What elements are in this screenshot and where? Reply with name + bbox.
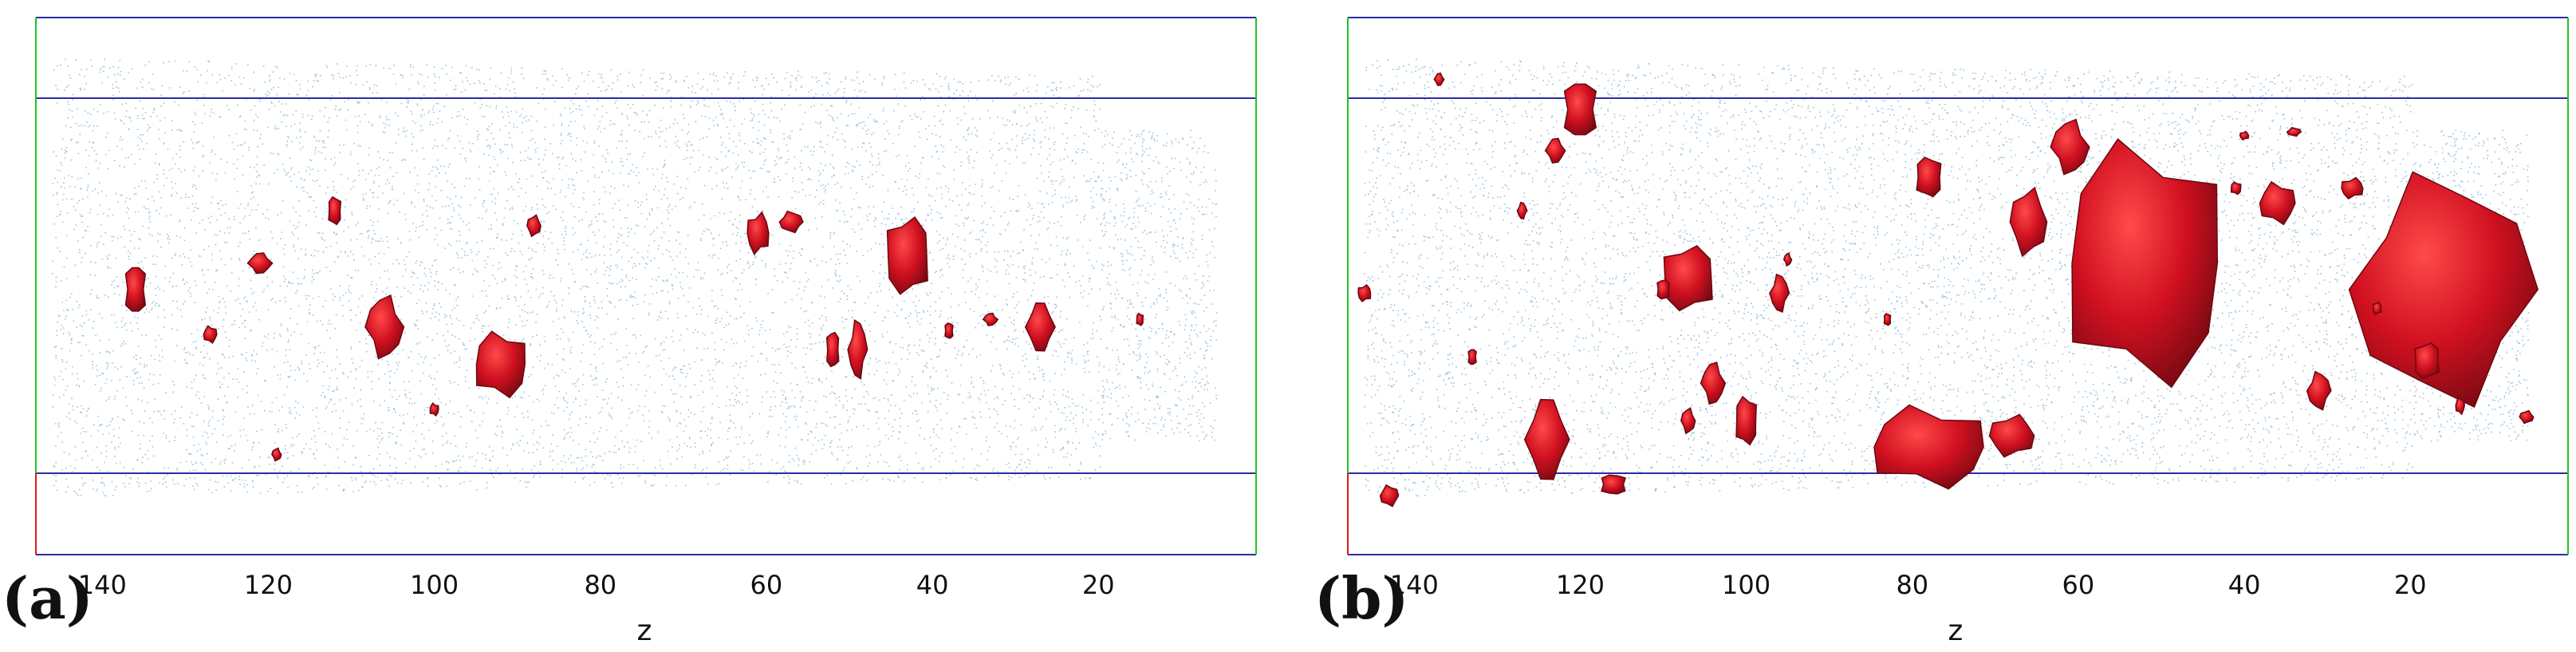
structure-blob	[1916, 156, 1942, 198]
x-axis-label-b: z	[1948, 614, 1964, 647]
structure-blob	[1663, 244, 1713, 312]
x-tick-label: 60	[2062, 570, 2095, 600]
structure-blob	[1656, 279, 1670, 300]
structure-blob	[2372, 301, 2382, 315]
structure-blob	[2455, 396, 2465, 416]
structure-blob	[2519, 409, 2535, 425]
structure-blob	[475, 330, 526, 399]
structure-blob	[328, 196, 342, 226]
x-tick-label: 140	[1390, 570, 1439, 600]
x-axis-b: 140 120 100 80 60 40 20	[1390, 570, 2427, 600]
structure-blob	[2050, 118, 2090, 176]
structure-blob	[1516, 201, 1528, 220]
panel-label-b: (b)	[1314, 564, 1408, 632]
structure-blob	[1735, 395, 1757, 446]
structure-blob	[2306, 370, 2332, 411]
structure-blob	[1769, 273, 1790, 314]
structure-blob	[1433, 73, 1445, 86]
x-tick-label: 40	[916, 570, 949, 600]
structure-blob	[1544, 137, 1566, 164]
structure-blob	[2239, 130, 2250, 141]
structure-blob	[2259, 180, 2296, 226]
coherent-structures-a	[124, 196, 1144, 462]
domain-box-a	[35, 17, 1257, 555]
structure-blob	[2341, 176, 2364, 200]
x-tick-label: 80	[584, 570, 616, 600]
x-axis-label-a: z	[637, 614, 652, 647]
structure-blob	[778, 210, 804, 234]
panel-a: 140 120 100 80 60 40 20 z (a)	[2, 17, 1257, 647]
x-tick-label: 20	[1082, 570, 1115, 600]
tracer-points-path	[52, 58, 1218, 497]
structure-blob	[1601, 474, 1627, 495]
structure-blob	[429, 402, 439, 417]
structure-blob	[1680, 407, 1696, 435]
x-axis-a: 140 120 100 80 60 40 20	[78, 570, 1115, 600]
x-tick-label: 40	[2228, 570, 2261, 600]
x-tick-label: 80	[1896, 570, 1928, 600]
structure-blob	[1357, 283, 1372, 302]
structure-blob	[2009, 186, 2048, 258]
x-tick-label: 120	[244, 570, 293, 600]
structure-blob	[1873, 404, 1984, 490]
structure-blob	[847, 318, 869, 380]
structure-blob	[825, 331, 840, 368]
x-tick-label: 100	[410, 570, 459, 600]
x-tick-label: 20	[2394, 570, 2427, 600]
structure-blob	[1883, 313, 1892, 326]
structure-blob	[124, 267, 147, 312]
panel-b: 140 120 100 80 60 40 20 z (b)	[1314, 17, 2569, 647]
tracer-points-a	[52, 58, 1218, 497]
structure-blob	[2071, 138, 2219, 389]
structure-blob	[886, 216, 928, 295]
x-tick-label: 120	[1556, 570, 1605, 600]
structure-blob	[246, 252, 274, 275]
x-tick-label: 60	[750, 570, 783, 600]
structure-blob	[526, 214, 542, 238]
structure-blob	[2286, 127, 2302, 137]
structure-blob	[1988, 413, 2035, 458]
structure-blob	[944, 322, 954, 339]
structure-blob	[746, 211, 770, 255]
coherent-structures-b	[1357, 73, 2539, 508]
structure-blob	[1024, 302, 1056, 352]
structure-blob	[203, 325, 218, 344]
structure-blob	[982, 312, 999, 326]
structure-blob	[1523, 398, 1570, 480]
structure-blob	[1700, 362, 1727, 405]
structure-blob	[2414, 342, 2440, 380]
structure-blob	[1467, 349, 1477, 366]
structure-blob	[364, 294, 405, 360]
x-tick-label: 140	[78, 570, 127, 600]
structure-blob	[2348, 171, 2539, 409]
structure-blob	[1782, 252, 1793, 267]
structure-blob	[2230, 181, 2242, 196]
structure-blob	[1379, 484, 1400, 508]
structure-blob	[271, 447, 282, 462]
structure-blob	[1136, 312, 1144, 326]
x-tick-label: 100	[1722, 570, 1771, 600]
structure-blob	[1563, 83, 1597, 136]
panel-label-a: (a)	[2, 564, 93, 632]
